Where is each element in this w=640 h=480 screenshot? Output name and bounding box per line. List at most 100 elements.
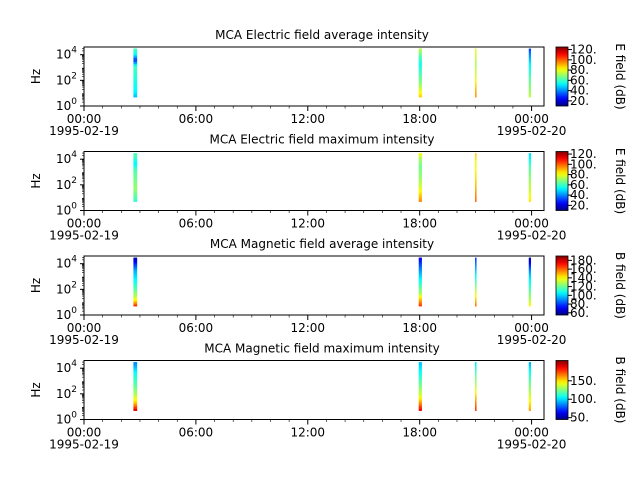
band-cell [528,153,532,156]
band-cell [133,304,138,307]
band-cell [475,67,477,70]
band-cell [528,59,532,63]
band-cell [418,164,422,167]
band-cell [133,397,138,400]
spectrogram-band [475,153,477,202]
band-cell [475,177,477,180]
band-cell [528,80,532,83]
band-cell [528,63,532,66]
colorbar-label: B field (dB) [613,252,627,319]
band-cell [133,365,138,369]
band-cell [133,85,138,89]
band-cell [133,61,138,64]
band-cell [418,156,422,160]
band-cell [133,69,138,72]
band-cell [475,186,477,189]
band-cell [418,74,422,77]
band-cell [528,186,532,189]
band-cell [528,56,532,59]
band-cell [418,304,422,307]
band-cell [418,61,422,64]
spectrogram-band [528,362,532,411]
band-cell [418,384,422,387]
band-cell [133,192,138,195]
band-cell [418,197,422,201]
band-cell [475,82,477,85]
band-cell [475,270,477,273]
band-cell [418,63,422,66]
spectrogram-band [133,257,138,307]
band-cell [418,276,422,279]
x-tick-label: 06:00 [179,112,214,126]
band-cell [133,378,138,382]
colorbar-tick-label: 180. [570,253,597,267]
x-tick-label: 06:00 [179,426,214,440]
band-cell [133,164,138,167]
band-cell [418,76,422,79]
band-cell [528,67,532,70]
band-cell [528,154,532,158]
band-cell [528,54,532,57]
band-cell [133,272,138,275]
chart-panel-4: MCA Magnetic field maximum intensity Hz 10… [29,342,627,452]
band-cell [418,298,422,301]
plot-frame [83,46,545,107]
band-cell [418,363,422,367]
band-cell [528,369,532,372]
band-cell [133,367,138,370]
band-cell [418,289,422,292]
band-cell [133,54,138,57]
band-cell [133,153,138,156]
band-cell [475,399,477,402]
band-cell [418,259,422,262]
band-cell [528,190,532,193]
band-cell [475,263,477,266]
band-cell [528,384,532,387]
band-cell [475,89,477,92]
plot-frame [83,255,545,316]
band-cell [475,266,477,270]
band-cell [133,89,138,92]
band-cell [418,181,422,184]
band-cell [475,292,477,296]
band-cell [528,272,532,275]
band-cell [528,304,532,307]
chart-title: MCA Electric field average intensity [215,28,429,42]
x-tick-label: 00:00 [67,426,102,440]
band-cell [528,181,532,184]
band-cell [528,397,532,400]
colorbar-tick-label: 20. [570,198,589,212]
band-cell [475,380,477,383]
band-cell [418,59,422,63]
band-cell [528,276,532,279]
band-cell [133,390,138,393]
y-tick-label: 102 [56,71,77,87]
band-cell [475,298,477,301]
band-cell [528,373,532,376]
band-cell [475,166,477,169]
band-cell [475,279,477,283]
band-cell [418,166,422,169]
band-cell [418,52,422,55]
y-axis-label: Hz [29,278,43,293]
band-cell [418,285,422,288]
band-cell [475,272,477,275]
band-cell [418,179,422,182]
band-cell [133,194,138,197]
colorbar-tick-label: 60. [570,306,589,320]
band-cell [528,182,532,186]
band-cell [133,74,138,77]
band-cell [418,162,422,165]
band-cell [133,184,138,188]
band-cell [133,384,138,387]
band-cell [528,173,532,176]
band-cell [528,388,532,391]
band-cell [133,300,138,303]
band-cell [475,283,477,286]
y-axis-label: Hz [29,69,43,84]
band-cell [133,50,138,53]
colorbar-tick-label: 80. [570,63,589,77]
band-cell [475,369,477,372]
band-cell [418,261,422,264]
band-cell [133,388,138,391]
